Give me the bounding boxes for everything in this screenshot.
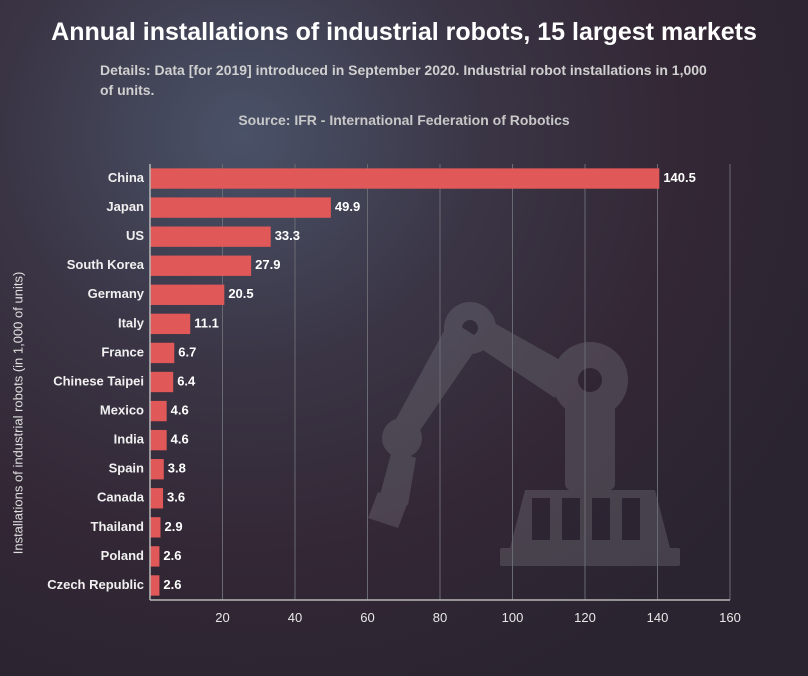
x-tick-label: 140 bbox=[647, 610, 669, 625]
bar bbox=[150, 546, 159, 566]
x-tick-label: 100 bbox=[502, 610, 524, 625]
bar bbox=[150, 488, 163, 508]
bar bbox=[150, 401, 167, 421]
bar bbox=[150, 343, 174, 363]
category-label: Poland bbox=[101, 548, 144, 563]
value-label: 33.3 bbox=[275, 228, 300, 243]
category-label: Canada bbox=[97, 490, 145, 505]
value-label: 2.6 bbox=[163, 577, 181, 592]
category-label: Germany bbox=[88, 286, 145, 301]
category-label: Czech Republic bbox=[47, 577, 144, 592]
bar bbox=[150, 517, 161, 537]
value-label: 11.1 bbox=[194, 315, 219, 330]
value-label: 4.6 bbox=[171, 403, 189, 418]
category-label: Mexico bbox=[100, 403, 144, 418]
value-label: 3.6 bbox=[167, 490, 185, 505]
bar bbox=[150, 256, 251, 276]
x-tick-label: 40 bbox=[288, 610, 302, 625]
x-tick-label: 160 bbox=[719, 610, 741, 625]
category-label: Thailand bbox=[91, 519, 145, 534]
category-label: Spain bbox=[109, 461, 144, 476]
bar-chart: 20406080100120140160China140.5Japan49.9U… bbox=[150, 158, 770, 628]
infographic-container: Annual installations of industrial robot… bbox=[0, 0, 808, 676]
bar bbox=[150, 314, 190, 334]
category-label: US bbox=[126, 228, 144, 243]
x-tick-label: 80 bbox=[433, 610, 447, 625]
category-label: Japan bbox=[106, 199, 144, 214]
category-label: China bbox=[108, 170, 145, 185]
bar bbox=[150, 430, 167, 450]
category-label: France bbox=[101, 344, 144, 359]
value-label: 27.9 bbox=[255, 257, 280, 272]
value-label: 140.5 bbox=[663, 170, 696, 185]
bar bbox=[150, 226, 271, 246]
value-label: 2.9 bbox=[165, 519, 183, 534]
x-tick-label: 60 bbox=[360, 610, 374, 625]
chart-title: Annual installations of industrial robot… bbox=[0, 0, 808, 47]
value-label: 3.8 bbox=[168, 461, 186, 476]
x-tick-label: 120 bbox=[574, 610, 596, 625]
bar bbox=[150, 372, 173, 392]
value-label: 49.9 bbox=[335, 199, 360, 214]
value-label: 2.6 bbox=[163, 548, 181, 563]
chart-area: Installations of industrial robots (in 1… bbox=[30, 158, 800, 668]
y-axis-label: Installations of industrial robots (in 1… bbox=[11, 272, 26, 555]
category-label: Italy bbox=[118, 315, 145, 330]
bar bbox=[150, 285, 224, 305]
category-label: India bbox=[114, 432, 145, 447]
bar bbox=[150, 168, 659, 188]
value-label: 6.4 bbox=[177, 373, 196, 388]
value-label: 6.7 bbox=[178, 344, 196, 359]
bar bbox=[150, 459, 164, 479]
chart-details: Details: Data [for 2019] introduced in S… bbox=[100, 61, 718, 100]
value-label: 4.6 bbox=[171, 432, 189, 447]
bar bbox=[150, 575, 159, 595]
bar bbox=[150, 197, 331, 217]
value-label: 20.5 bbox=[228, 286, 253, 301]
chart-source: Source: IFR - International Federation o… bbox=[0, 112, 808, 128]
category-label: South Korea bbox=[67, 257, 145, 272]
x-tick-label: 20 bbox=[215, 610, 229, 625]
category-label: Chinese Taipei bbox=[53, 373, 144, 388]
